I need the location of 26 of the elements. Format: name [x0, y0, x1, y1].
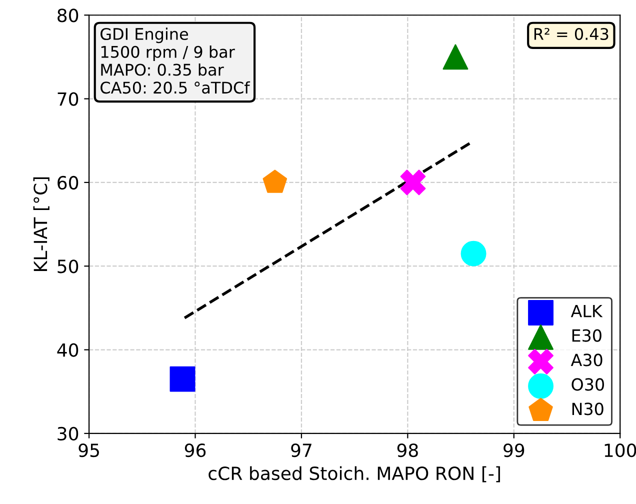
y-tick-label: 30 — [58, 426, 78, 441]
x-tick-label: 100 — [604, 443, 636, 458]
annotation: GDI Engine 1500 rpm / 9 bar MAPO: 0.35 bar CA50: 20.5 °aTDCf — [100, 28, 250, 94]
x-tick-label: 97 — [291, 443, 312, 458]
x-tick-label: 98 — [397, 443, 418, 458]
point — [442, 44, 468, 70]
point — [400, 170, 426, 196]
y-tick-label: 80 — [58, 8, 78, 22]
legend-label: ALK — [570, 304, 603, 318]
y-tick-label: 60 — [58, 176, 78, 190]
x-axis-title: cCR based Stoich. MAPO RON [-] — [208, 466, 500, 482]
legend-label: N30 — [572, 402, 604, 416]
y-tick-label: 70 — [58, 92, 78, 106]
point — [262, 170, 288, 193]
x-tick-label: 95 — [78, 443, 99, 458]
legend-label: A30 — [570, 354, 602, 366]
legend-label: O30 — [572, 378, 604, 391]
x-tick-label: 96 — [184, 443, 206, 458]
point — [170, 366, 196, 392]
legend-label: E30 — [572, 329, 602, 342]
y-axis-title: KL-IAT [°C] — [33, 177, 50, 271]
annotation: R² = 0.43 — [534, 28, 608, 40]
y-tick-label: 50 — [58, 260, 78, 274]
y-tick-label: 40 — [57, 343, 78, 357]
x-tick-label: 99 — [504, 443, 524, 458]
point — [460, 240, 486, 266]
